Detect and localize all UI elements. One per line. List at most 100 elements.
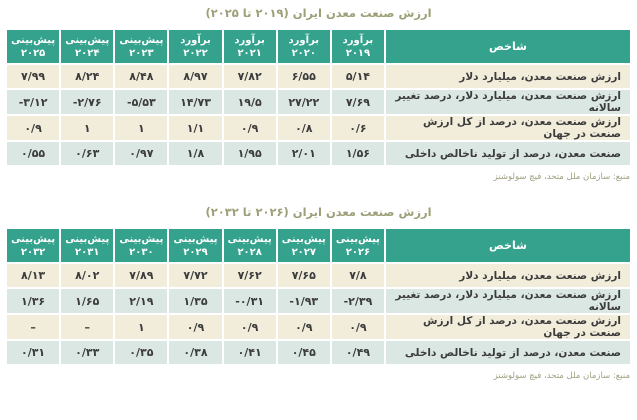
column-year-label: ۲۰۱۹ [345,47,371,59]
column-year-label: ۲۰۲۳ [129,47,154,59]
value-cell: ۷/۷۲ [167,262,224,289]
value-text: -۲/۳۹ [343,294,373,308]
year-column-header: برآورد ۲۰۲۲ [167,28,224,65]
column-year-label: ۲۰۲۵ [20,47,46,59]
value-cell: ۱ [59,114,116,142]
row-label: صنعت معدن، درصد از تولید ناخالص داخلی [384,140,632,167]
value-cell: -۳/۱۲ [4,88,62,116]
value-text: ۰/۴۱ [237,346,262,359]
value-cell: ۱/۹۵ [221,140,278,167]
value-cell: ۶/۵۵ [275,63,332,90]
value-cell: ۱/۳۵ [167,287,224,315]
value-cell: ۱۹/۵ [221,88,278,116]
value-cell: ۲/۰۱ [275,140,332,167]
year-column-header: پیش‌بینی ۲۰۲۵ [4,28,62,65]
value-cell: ۰/۹ [4,114,62,142]
source-note-1: منبع: سازمان ملل متحد، فیچ سولوشنز [493,172,630,182]
column-type-label: برآورد [180,34,211,46]
column-type-label: پیش‌بینی [119,233,164,245]
value-text: ۸/۴۸ [129,70,154,83]
value-text: ۰/۶۳ [75,147,100,160]
value-cell: ۸/۹۷ [167,63,224,90]
value-cell: ۰/۸ [275,114,332,142]
column-type-label: برآورد [288,34,320,46]
value-text: ۰/۴۵ [291,346,316,359]
column-year-label: ۲۰۲۸ [237,246,262,258]
value-cell: ۷/۸۹ [113,262,170,289]
value-text: ۰/۶ [349,121,367,135]
value-text: ۸/۰۲ [75,269,100,282]
column-year-label: ۲۰۲۰ [291,47,316,59]
row-label: ارزش صنعت معدن، درصد از کل ارزش صنعت در … [384,114,632,142]
value-text: ۷/۷۲ [183,269,208,282]
value-text: ۰/۸ [295,121,313,135]
value-cell: ۷/۹۹ [4,63,62,90]
column-type-label: پیش‌بینی [65,34,110,46]
column-year-label: ۲۰۲۹ [183,246,208,258]
value-cell: ۰/۹ [221,313,278,341]
table-row: ارزش صنعت معدن، میلیارد دلار ۷/۸ ۷/۶۵ ۷/۶۲ ۷… [4,262,632,289]
year-column-header: پیش‌بینی ۲۰۳۰ [113,227,170,264]
column-type-label: پیش‌بینی [11,34,56,46]
row-label: ارزش صنعت معدن، میلیارد دلار، درصد تغییر… [384,88,632,116]
year-column-header: پیش‌بینی ۲۰۲۶ [329,227,387,264]
year-column-header: برآورد ۲۰۱۹ [329,28,387,65]
column-type-label: پیش‌بینی [173,233,218,245]
value-cell: ۰/۹ [275,313,332,341]
value-cell: ۰/۶۳ [59,140,116,167]
value-cell: ۵/۱۴ [329,63,387,90]
value-cell: -۵/۵۳ [113,88,170,116]
table-title-2019-2025: ارزش صنعت معدن ایران (۲۰۱۹ تا ۲۰۲۵) [205,6,432,20]
value-cell: ۸/۲۴ [59,63,116,90]
value-text: ۱/۱ [186,121,205,135]
value-cell: ۰/۴۱ [221,339,278,366]
year-column-header: پیش‌بینی ۲۰۲۸ [221,227,278,264]
data-table-2019-2025: شاخص برآورد ۲۰۱۹ برآورد ۲۰۲۰ برآورد ۲۰۲۱ برآورد… [4,28,632,167]
column-year-label: ۲۰۲۱ [237,47,262,59]
value-cell: – [59,313,116,341]
value-text: ۰/۳۱ [20,346,46,359]
table-row: صنعت معدن، درصد از تولید ناخالص داخلی ۰/۴… [4,339,632,366]
value-text: ۵/۱۴ [345,70,371,83]
column-type-label: پیش‌بینی [119,34,164,46]
year-column-header: برآورد ۲۰۲۱ [221,28,278,65]
index-column-header: شاخص [384,28,632,65]
value-cell: ۰/۳۳ [59,339,116,366]
table-row: صنعت معدن، درصد از تولید ناخالص داخلی ۱/۵… [4,140,632,167]
value-cell: ۰/۴۹ [329,339,387,366]
table-row: ارزش صنعت معدن، میلیارد دلار، درصد تغییر… [4,88,632,116]
value-text: ۷/۸۲ [237,70,262,83]
value-text: – [30,320,36,334]
value-text: -۲/۷۶ [72,95,102,109]
value-cell: ۷/۸ [329,262,387,289]
value-cell: ۲۷/۲۲ [275,88,332,116]
value-cell: ۰/۳۸ [167,339,224,366]
value-cell: ۱/۶۵ [59,287,116,315]
index-column-header: شاخص [384,227,632,264]
column-type-label: برآورد [234,34,265,46]
value-cell: ۰/۳۱ [4,339,62,366]
value-text: ۲۷/۲۲ [288,95,320,109]
value-text: ۰/۹ [240,320,259,334]
value-text: ۶/۵۵ [291,70,316,83]
column-year-label: ۲۰۲۴ [75,47,100,59]
column-year-label: ۲۰۳۰ [129,246,154,258]
value-text: ۱۴/۷۳ [180,95,211,109]
value-cell: ۷/۶۵ [275,262,332,289]
table-row: ارزش صنعت معدن، میلیارد دلار ۵/۱۴ ۶/۵۵ ۷/۸۲… [4,63,632,90]
value-text: -۳/۱۲ [18,95,48,109]
value-cell: -۰/۳۱ [221,287,278,315]
value-text: ۷/۸ [349,269,367,282]
year-column-header: پیش‌بینی ۲۰۲۴ [59,28,116,65]
data-table-2026-2032: شاخص پیش‌بینی ۲۰۲۶ پیش‌بینی ۲۰۲۷ پیش‌بینی ۲۰۲۸… [4,227,632,366]
value-text: ۰/۹ [186,320,205,334]
value-text: ۱/۳۵ [183,294,208,308]
value-cell: ۰/۴۵ [275,339,332,366]
value-text: -۵/۵۳ [127,95,156,109]
value-text: -۱/۹۳ [289,294,319,308]
year-column-header: پیش‌بینی ۲۰۲۳ [113,28,170,65]
value-text: ۱ [138,121,145,135]
value-cell: ۱/۱ [167,114,224,142]
value-cell: ۰/۹۷ [113,140,170,167]
